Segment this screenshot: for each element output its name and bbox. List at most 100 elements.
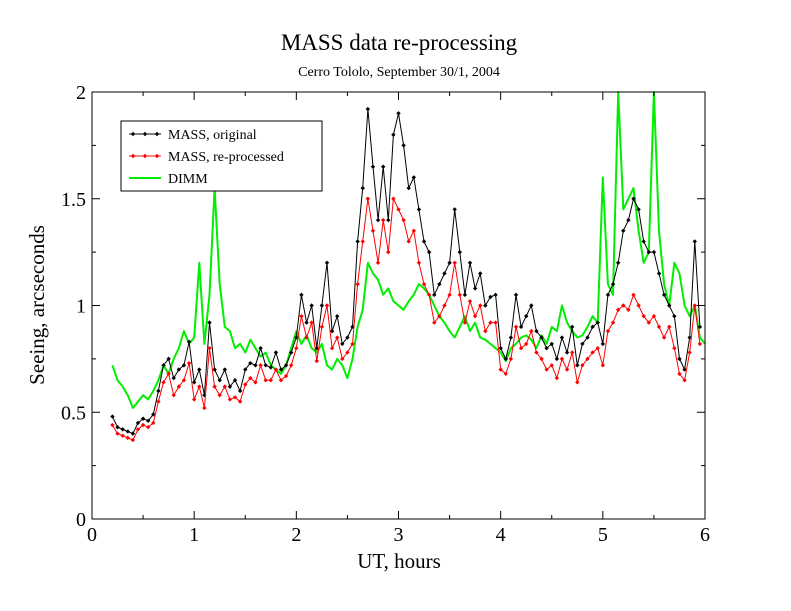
data-point-mass-re-processed [115,431,120,436]
data-point-mass-re-processed [299,313,304,319]
data-point-mass-re-processed [493,320,498,325]
data-point-mass-original [498,346,503,351]
data-point-mass-re-processed [457,292,462,298]
data-point-mass-re-processed [569,350,575,355]
data-point-mass-original [580,341,585,347]
data-point-mass-re-processed [181,378,187,383]
data-point-mass-original [268,365,273,370]
data-point-mass-re-processed [370,228,376,233]
data-point-mass-original [370,164,376,169]
data-point-mass-re-processed [421,281,427,287]
data-point-mass-original [156,388,161,394]
data-point-mass-re-processed [437,313,442,319]
data-point-mass-re-processed [687,350,692,355]
data-point-mass-original [273,350,279,355]
data-point-mass-original [345,335,350,340]
data-point-mass-re-processed [176,384,182,389]
data-point-mass-re-processed [432,320,437,325]
data-point-mass-original [176,367,182,372]
data-point-mass-original [186,339,192,344]
data-point-mass-original [411,175,417,180]
data-point-mass-re-processed [651,313,657,319]
data-point-mass-re-processed [110,422,115,428]
series-mass-re-processed [110,196,703,443]
data-point-mass-original [380,164,386,169]
data-point-mass-re-processed [304,335,309,340]
data-point-mass-original [564,350,570,355]
data-point-mass-original [161,363,166,368]
data-point-mass-original [309,303,314,308]
series-mass-original [110,106,703,436]
data-point-mass-original [493,292,498,298]
data-point-mass-original [166,356,171,362]
data-point-mass-original [406,185,411,191]
data-point-mass-re-processed [478,303,483,308]
data-point-mass-original [391,132,396,137]
data-point-mass-original [524,313,529,319]
data-point-mass-re-processed [462,320,468,325]
data-point-mass-re-processed [513,324,519,330]
data-point-mass-original [181,363,187,368]
y-axis-label: Seeing, arcseconds [25,225,49,385]
data-point-mass-re-processed [258,363,263,368]
data-point-mass-re-processed [191,397,197,402]
data-point-mass-re-processed [682,378,687,383]
data-point-mass-re-processed [350,341,355,347]
data-point-mass-re-processed [590,350,595,355]
data-point-mass-re-processed [442,303,447,308]
data-point-mass-re-processed [360,239,365,244]
legend-marker-mass-original [154,131,160,137]
series-line-mass-original [111,108,701,435]
data-point-mass-re-processed [217,392,222,398]
data-point-mass-original [600,341,606,347]
data-point-mass-re-processed [447,292,452,298]
data-point-mass-original [457,249,462,255]
data-point-mass-re-processed [498,367,503,372]
legend-marker-mass-re-processed [130,153,136,159]
data-point-mass-re-processed [488,320,493,325]
legend-entries: MASS, original MASS, re-processed DIMM [129,128,284,187]
data-point-mass-original [503,356,508,362]
y-tick-label: 0 [76,509,86,531]
data-point-mass-original [130,431,136,436]
data-point-mass-original [212,367,217,372]
data-point-mass-re-processed [600,363,606,368]
series-line-mass-re-processed [111,198,701,441]
data-point-mass-original [237,388,243,394]
data-point-mass-re-processed [615,307,621,312]
data-point-mass-original [447,260,452,265]
data-point-mass-re-processed [626,307,631,312]
data-point-mass-re-processed [253,380,258,385]
data-point-mass-original [682,367,687,372]
data-point-mass-original [631,196,636,201]
legend-label-mass-re-processed: MASS, re-processed [168,150,284,165]
data-point-mass-re-processed [243,382,248,387]
data-point-mass-original [217,378,222,383]
data-point-mass-re-processed [237,399,243,404]
data-point-mass-original [656,271,662,276]
data-point-mass-re-processed [667,324,672,330]
data-point-mass-re-processed [283,373,289,379]
legend-label-mass-original: MASS, original [168,128,257,143]
y-tick-label: 0.5 [61,402,86,424]
legend-marker-mass-re-processed [154,153,160,159]
data-point-mass-re-processed [549,363,554,368]
data-point-mass-re-processed [656,324,662,330]
data-point-mass-re-processed [278,378,284,383]
data-point-mass-re-processed [125,435,130,441]
data-point-mass-original [110,414,115,419]
data-point-mass-original [299,292,304,298]
legend-label-dimm: DIMM [168,172,208,187]
data-point-mass-original [207,320,212,325]
data-point-mass-re-processed [289,363,294,368]
data-point-mass-re-processed [631,292,636,298]
data-point-mass-re-processed [130,437,136,443]
data-point-mass-re-processed [503,371,508,377]
data-point-mass-re-processed [166,371,171,377]
data-point-mass-re-processed [222,384,228,389]
data-point-mass-re-processed [294,346,299,351]
data-point-mass-original [544,346,549,351]
legend-marker-mass-re-processed [142,153,148,159]
data-point-mass-re-processed [524,341,529,347]
data-point-mass-re-processed [140,422,146,428]
